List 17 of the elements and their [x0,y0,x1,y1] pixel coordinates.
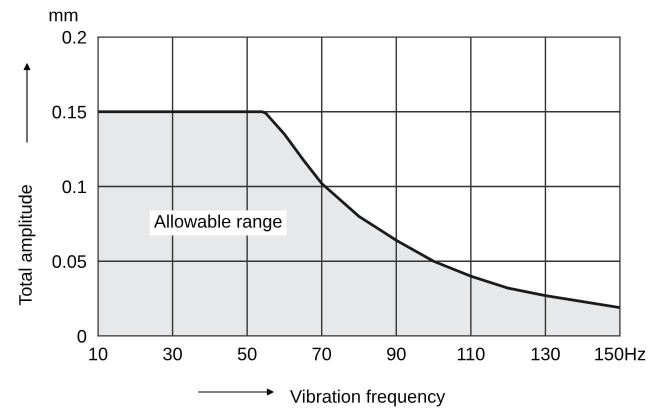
y-tick-label: 0.2 [62,30,86,44]
y-tick-label: 0.05 [52,255,86,268]
x-tick-label: 30 [163,348,182,360]
x-tick-label: 10 [89,348,108,360]
annotation: Allowable range [154,214,282,232]
x-tick-label: 130 [532,348,560,360]
y-tick-label: 0.15 [52,106,86,118]
x-tick-label: 150Hz [595,348,646,360]
x-tick-label: 110 [458,348,485,360]
y-axis-title: Total amplitude [18,185,36,306]
x-tick-label: 90 [387,348,406,360]
x-tick-label: 70 [312,348,332,360]
text: mm [50,12,78,22]
x-tick-label: 50 [238,348,256,360]
y-tick-label: 0.1 [62,180,86,194]
y-tick-label: 0 [78,330,86,343]
x-axis-title: Vibration frequency [290,390,446,406]
